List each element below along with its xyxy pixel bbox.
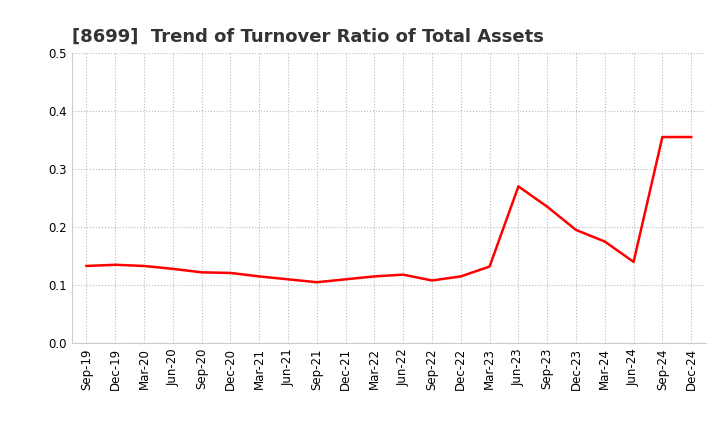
Text: [8699]  Trend of Turnover Ratio of Total Assets: [8699] Trend of Turnover Ratio of Total … (72, 28, 544, 46)
